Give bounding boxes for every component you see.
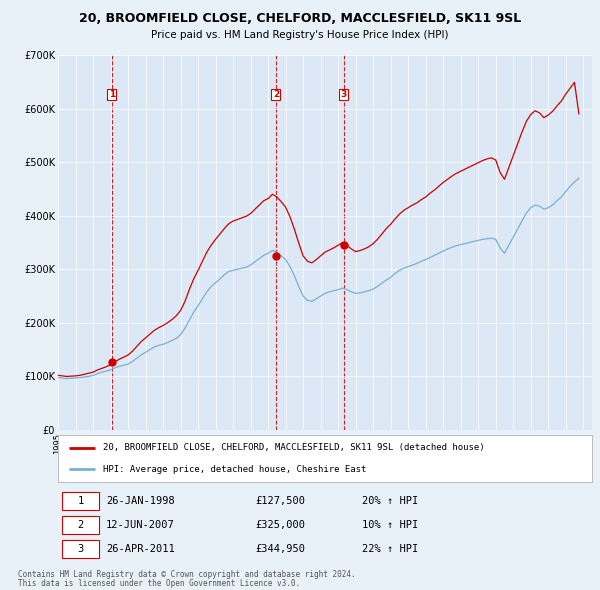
Text: 20, BROOMFIELD CLOSE, CHELFORD, MACCLESFIELD, SK11 9SL: 20, BROOMFIELD CLOSE, CHELFORD, MACCLESF… <box>79 12 521 25</box>
Text: 3: 3 <box>77 543 83 553</box>
Text: 2: 2 <box>273 90 279 99</box>
Text: This data is licensed under the Open Government Licence v3.0.: This data is licensed under the Open Gov… <box>18 579 300 588</box>
Text: Price paid vs. HM Land Registry's House Price Index (HPI): Price paid vs. HM Land Registry's House … <box>151 30 449 40</box>
Text: 20% ↑ HPI: 20% ↑ HPI <box>362 496 419 506</box>
FancyBboxPatch shape <box>62 540 98 558</box>
Text: 12-JUN-2007: 12-JUN-2007 <box>106 520 175 530</box>
Text: 26-JAN-1998: 26-JAN-1998 <box>106 496 175 506</box>
FancyBboxPatch shape <box>62 516 98 534</box>
Text: 3: 3 <box>341 90 347 99</box>
Text: 22% ↑ HPI: 22% ↑ HPI <box>362 543 419 553</box>
Text: 20, BROOMFIELD CLOSE, CHELFORD, MACCLESFIELD, SK11 9SL (detached house): 20, BROOMFIELD CLOSE, CHELFORD, MACCLESF… <box>103 443 485 452</box>
Text: Contains HM Land Registry data © Crown copyright and database right 2024.: Contains HM Land Registry data © Crown c… <box>18 569 356 579</box>
Text: 1: 1 <box>77 496 83 506</box>
Text: 2: 2 <box>77 520 83 530</box>
Text: 26-APR-2011: 26-APR-2011 <box>106 543 175 553</box>
Text: 1: 1 <box>109 90 115 99</box>
Text: £325,000: £325,000 <box>256 520 305 530</box>
Text: HPI: Average price, detached house, Cheshire East: HPI: Average price, detached house, Ches… <box>103 465 367 474</box>
Text: £127,500: £127,500 <box>256 496 305 506</box>
Text: 10% ↑ HPI: 10% ↑ HPI <box>362 520 419 530</box>
FancyBboxPatch shape <box>62 493 98 510</box>
Text: £344,950: £344,950 <box>256 543 305 553</box>
